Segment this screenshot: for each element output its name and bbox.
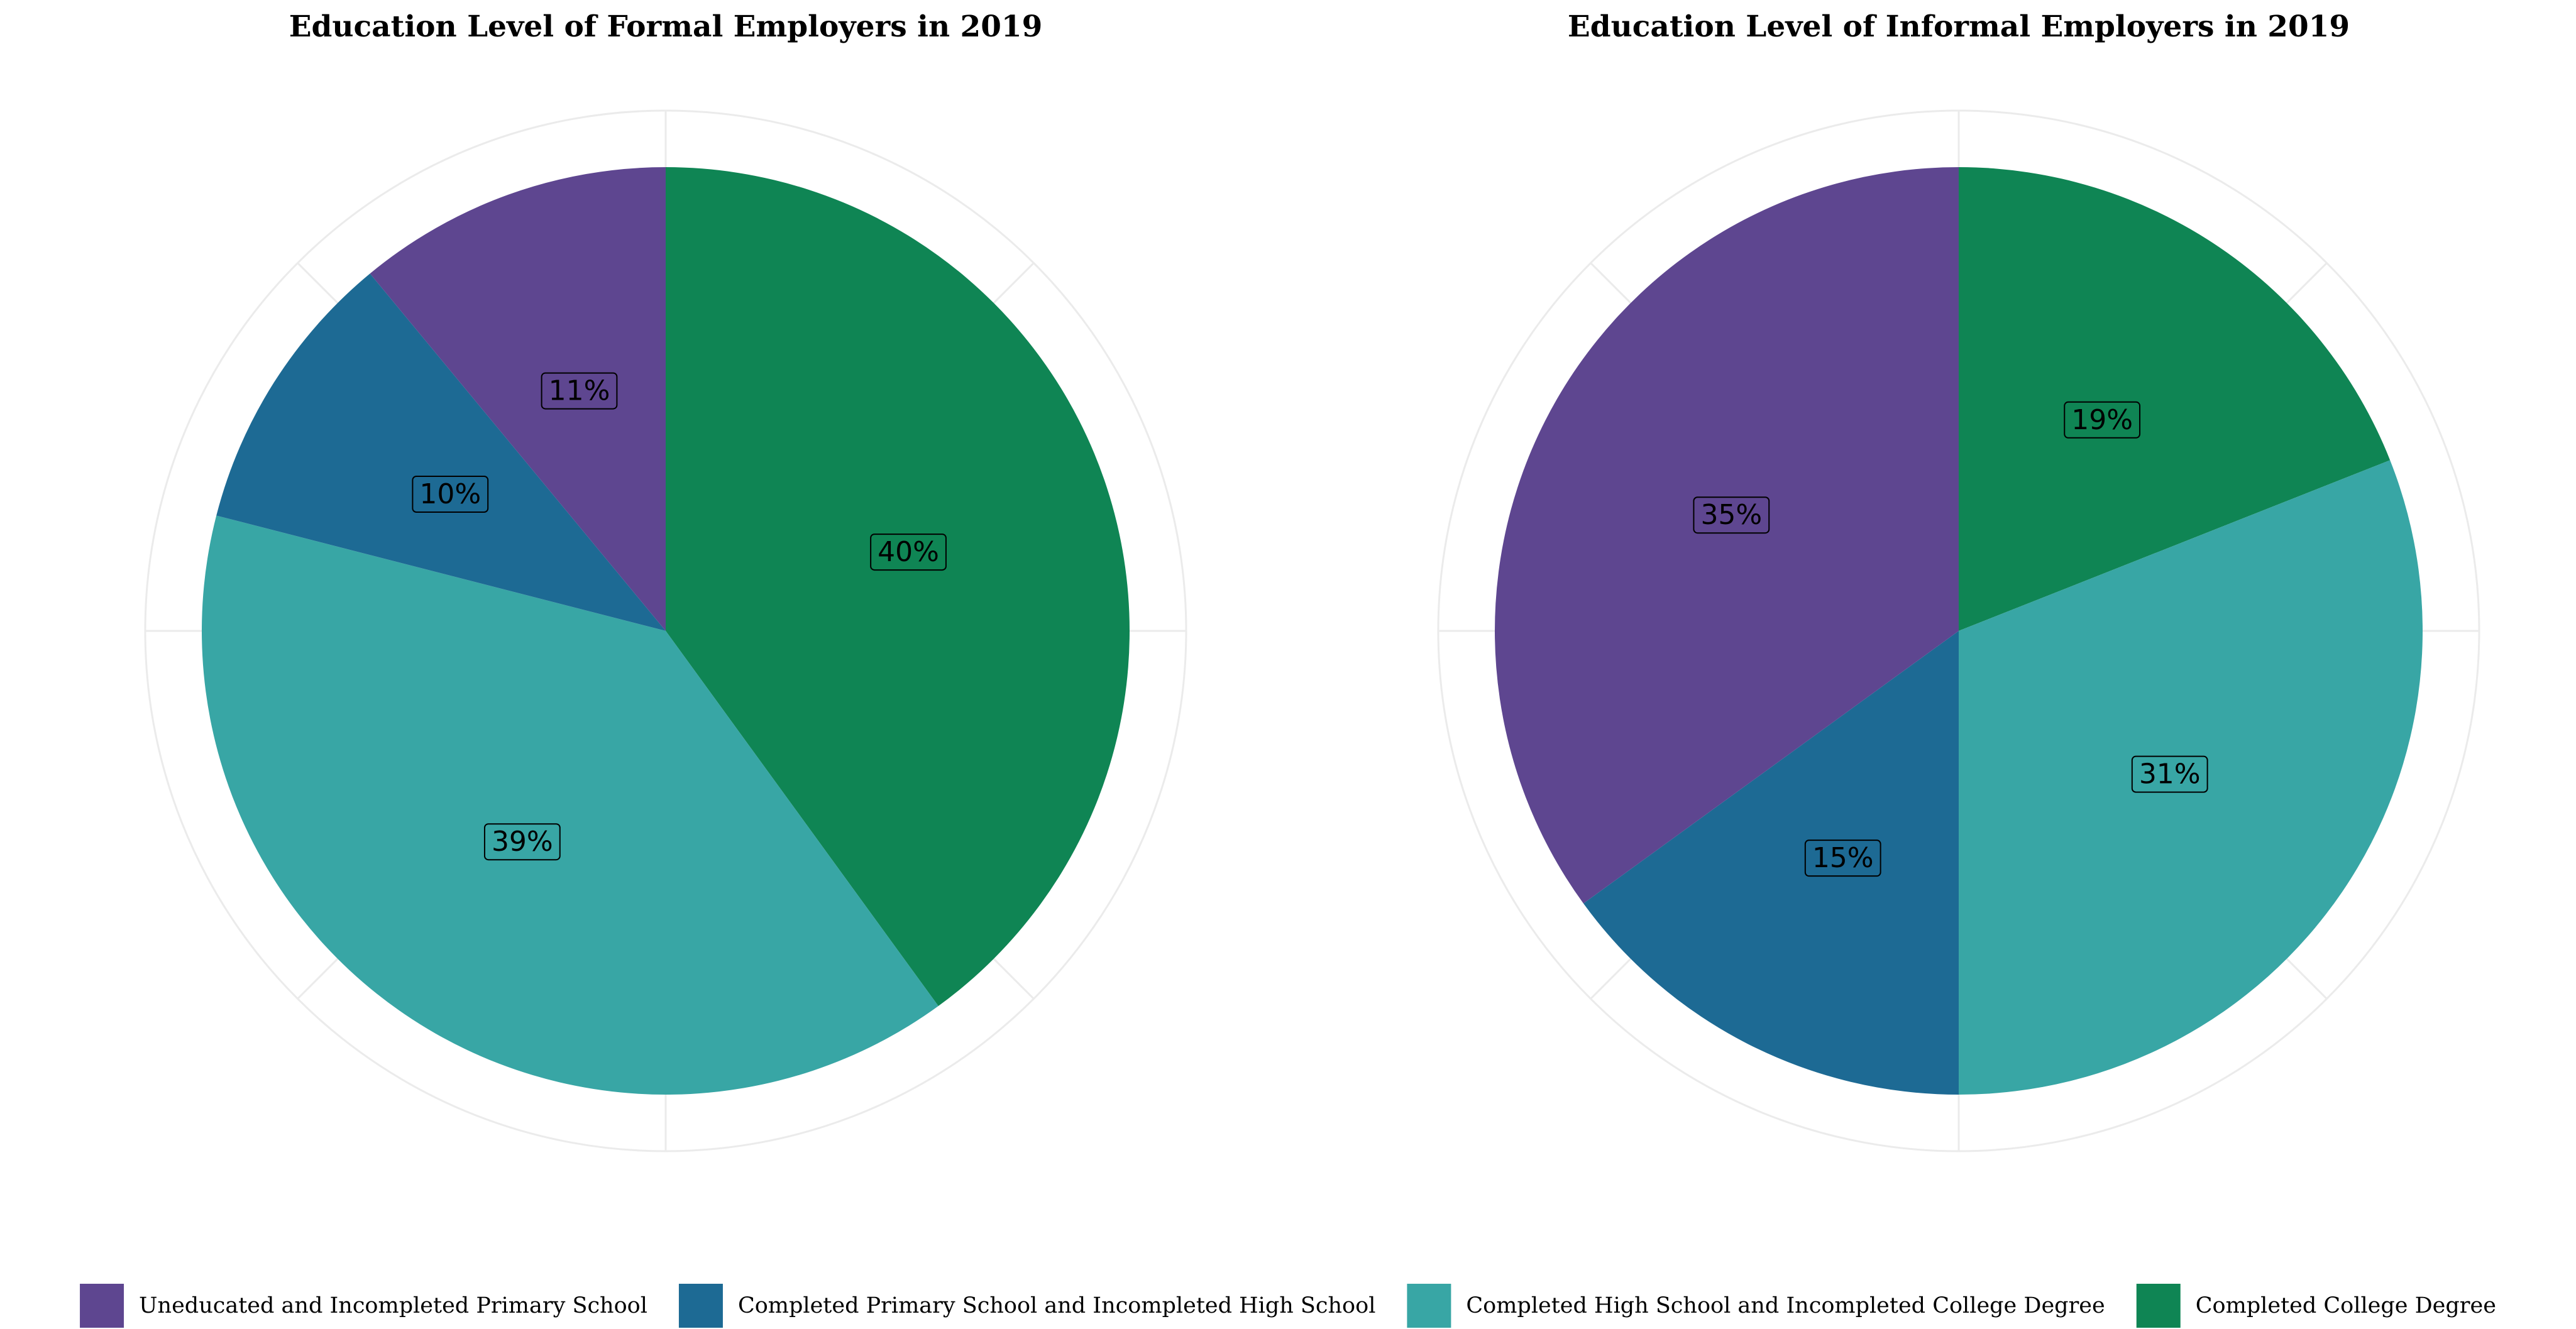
formal-grid-line [993,262,1035,304]
formal-slice-label-box [483,823,561,861]
formal-slice-label-11-pct: 11% [541,372,618,410]
informal-slice-label-box [1804,840,1881,877]
formal-slice-label-box [870,533,947,571]
formal-employers-pie-chart: Education Level of Formal Employers in 2… [144,9,1187,1152]
formal-grid-line [297,958,339,1000]
legend-item-uneducated-and-incompleted-primary-school: Uneducated and Incompleted Primary Schoo… [80,1284,647,1328]
chart-legend: Uneducated and Incompleted Primary Schoo… [80,1284,2496,1328]
informal-slice-label-19-pct: 19% [2064,401,2141,439]
formal-slice-uneducated-and-incompleted-primary-school [370,167,666,631]
informal-slice-label-text: 31% [2139,758,2201,790]
formal-slice-completed-primary-school-and-incompleted-high-school [216,273,666,632]
informal-grid-line [1590,262,1632,304]
legend-swatch [1407,1284,1451,1328]
formal-slice-completed-college-degree [666,167,1130,1007]
formal-grid-line [993,958,1035,1000]
informal-grid-line [2286,262,2328,304]
informal-chart-title: Education Level of Informal Employers in… [1568,9,2350,44]
informal-chart-slices [1495,167,2423,1095]
legend-item-completed-primary-school-and-incompleted-high-school: Completed Primary School and Incompleted… [678,1284,1375,1328]
informal-chart-grid [1437,109,2480,1152]
formal-chart-title: Education Level of Formal Employers in 2… [289,9,1043,44]
formal-slice-label-text: 10% [419,478,481,510]
legend-label: Completed High School and Incompleted Co… [1466,1293,2105,1318]
legend-swatch [80,1284,124,1328]
formal-slice-label-40-pct: 40% [870,533,947,571]
informal-slice-label-box [2064,401,2141,439]
informal-slice-label-text: 19% [2071,404,2133,436]
legend-item-completed-college-degree: Completed College Degree [2136,1284,2496,1328]
legend-item-completed-high-school-and-incompleted-college-degree: Completed High School and Incompleted Co… [1407,1284,2105,1328]
legend-label: Completed Primary School and Incompleted… [738,1293,1375,1318]
formal-slice-label-39-pct: 39% [483,823,561,861]
informal-grid-line [1590,958,1632,1000]
formal-slice-label-box [412,476,489,513]
informal-chart-labels: 19% 31% 15% 35% [1693,401,2208,877]
formal-slice-completed-high-school-and-incompleted-college-degree [202,515,938,1095]
formal-slice-label-text: 39% [492,826,553,858]
legend-label: Completed College Degree [2196,1293,2496,1318]
informal-slice-label-box [2131,755,2208,793]
informal-employers-pie-chart: Education Level of Informal Employers in… [1437,9,2480,1152]
legend-swatch [2136,1284,2181,1328]
formal-slice-label-text: 11% [549,375,610,407]
informal-slice-label-box [1693,496,1770,534]
formal-chart-labels: 40% 39% 10% 11% [412,372,947,861]
informal-slice-uneducated-and-incompleted-primary-school [1495,167,1959,904]
informal-slice-label-35-pct: 35% [1693,496,1770,534]
informal-grid-line [2286,958,2328,1000]
informal-slice-label-15-pct: 15% [1804,840,1881,877]
legend-label: Uneducated and Incompleted Primary Schoo… [139,1293,647,1318]
formal-chart-grid [144,109,1187,1152]
legend-swatch [678,1284,723,1328]
informal-slice-label-text: 35% [1700,499,1762,531]
formal-slice-label-10-pct: 10% [412,476,489,513]
formal-slice-label-text: 40% [878,536,939,568]
informal-slice-completed-college-degree [1959,167,2391,631]
formal-slice-label-box [541,372,618,410]
formal-grid-line [297,262,339,304]
formal-chart-slices [202,167,1130,1095]
informal-slice-completed-primary-school-and-incompleted-high-school [1583,631,1959,1095]
informal-slice-label-31-pct: 31% [2131,755,2208,793]
informal-slice-label-text: 15% [1812,842,1874,874]
